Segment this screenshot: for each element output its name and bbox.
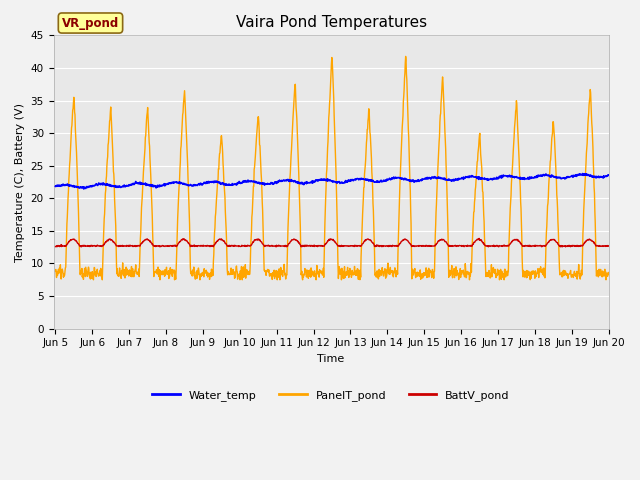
X-axis label: Time: Time [317,354,345,364]
Legend: Water_temp, PanelT_pond, BattV_pond: Water_temp, PanelT_pond, BattV_pond [148,385,514,405]
Text: VR_pond: VR_pond [62,16,119,30]
Y-axis label: Temperature (C), Battery (V): Temperature (C), Battery (V) [15,103,25,262]
Title: Vaira Pond Temperatures: Vaira Pond Temperatures [236,15,427,30]
